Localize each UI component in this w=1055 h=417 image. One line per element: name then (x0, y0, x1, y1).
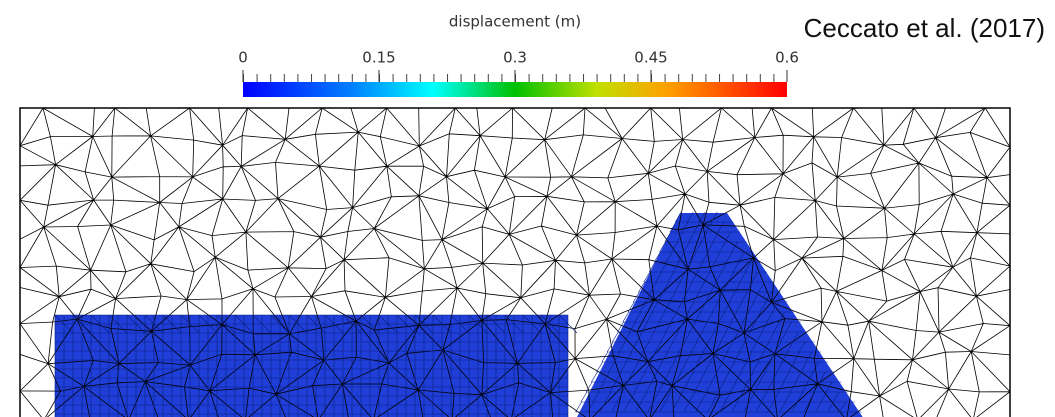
mesh-area (20, 108, 1010, 417)
colorbar-tick-label: 0 (238, 49, 248, 67)
colorbar-title: displacement (m) (449, 13, 581, 31)
citation: Ceccato et al. (2017) (804, 13, 1045, 43)
figure: displacement (m) Ceccato et al. (2017) 0… (0, 0, 1055, 417)
colorbar-tick-label: 0.3 (503, 49, 527, 67)
colorbar (243, 82, 787, 97)
colorbar-tick-label: 0.15 (362, 49, 395, 67)
colorbar-tick-label: 0.45 (634, 49, 667, 67)
colorbar-tick-label: 0.6 (775, 49, 799, 67)
